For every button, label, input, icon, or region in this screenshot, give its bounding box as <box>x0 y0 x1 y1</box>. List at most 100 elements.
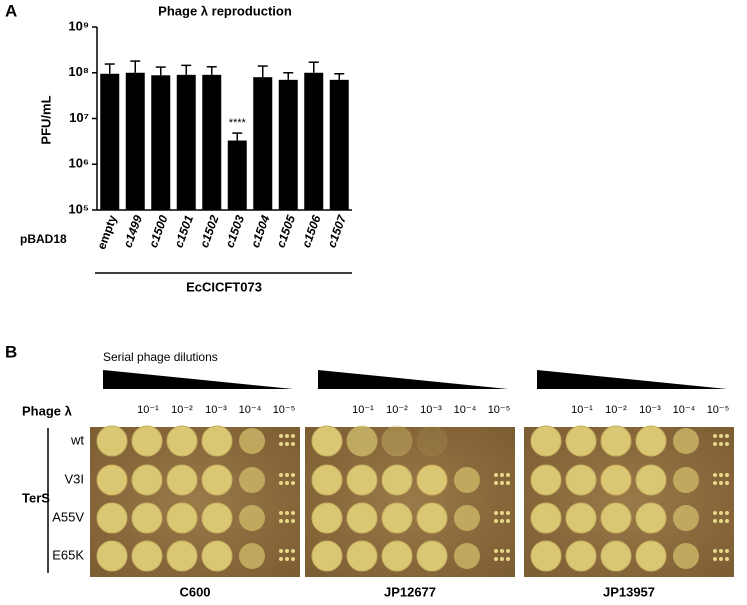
dilution-wedge <box>103 370 293 389</box>
plaque <box>713 557 717 561</box>
chart-title: Phage λ reproduction <box>158 3 292 18</box>
x-tick-label: c1505 <box>273 213 298 249</box>
dilution-label: 10⁻⁴ <box>454 404 477 416</box>
dilution-label: 10⁻¹ <box>352 404 374 416</box>
phage-spot <box>239 428 265 454</box>
phage-spot <box>346 540 378 572</box>
phage-spot <box>454 467 480 493</box>
x-tick-label: c1499 <box>120 213 145 249</box>
phage-spot <box>454 505 480 531</box>
phage-spot <box>239 467 265 493</box>
plaque <box>279 442 283 446</box>
bar <box>304 72 324 210</box>
dilution-label: 10⁻³ <box>639 404 661 416</box>
phage-spot <box>416 502 448 534</box>
plaque <box>494 511 498 515</box>
phage-spot <box>673 505 699 531</box>
phage-spot <box>311 425 343 457</box>
dilution-label: 10⁻³ <box>205 404 227 416</box>
row-label: A55V <box>52 509 84 524</box>
plaque <box>494 519 498 523</box>
dilution-label: 10⁻⁵ <box>273 404 296 416</box>
plaque <box>725 511 729 515</box>
panel-label: A <box>5 1 17 20</box>
plaque <box>713 511 717 515</box>
bar <box>278 79 298 210</box>
plaque <box>285 434 289 438</box>
x-tick-label: c1504 <box>248 213 273 249</box>
plaque <box>291 481 295 485</box>
plaque <box>279 519 283 523</box>
phage-spot <box>381 464 413 496</box>
x-tick-label: c1500 <box>146 213 171 249</box>
phage-spot <box>166 464 198 496</box>
phage-spot <box>311 540 343 572</box>
plaque <box>494 557 498 561</box>
phage-spot <box>600 425 632 457</box>
group-label: EcCICFT073 <box>186 279 262 294</box>
plaque <box>713 473 717 477</box>
dilution-label: 10⁻⁴ <box>673 404 696 416</box>
plaque <box>713 549 717 553</box>
plaque <box>285 481 289 485</box>
phage-spot <box>96 502 128 534</box>
dilution-label: 10⁻² <box>171 404 193 416</box>
phage-spot <box>416 540 448 572</box>
phage-spot <box>673 428 699 454</box>
plaque <box>291 442 295 446</box>
phage-spot <box>381 425 413 457</box>
plaque <box>279 557 283 561</box>
phage-spot <box>600 464 632 496</box>
dilution-label: 10⁻² <box>386 404 408 416</box>
plaque <box>719 481 723 485</box>
plaque <box>494 473 498 477</box>
phage-spot <box>635 425 667 457</box>
plaque <box>719 549 723 553</box>
bar <box>227 140 247 210</box>
plaque <box>291 549 295 553</box>
plaque <box>285 442 289 446</box>
phage-spot <box>530 540 562 572</box>
phage-spot <box>131 502 163 534</box>
plaque <box>725 519 729 523</box>
plaque <box>719 473 723 477</box>
phage-spot <box>635 502 667 534</box>
plaque <box>725 473 729 477</box>
plaque <box>713 434 717 438</box>
plaque <box>719 511 723 515</box>
phage-spot <box>381 540 413 572</box>
bar <box>253 77 273 211</box>
dilution-label: 10⁻⁵ <box>488 404 511 416</box>
phage-spot <box>166 502 198 534</box>
phage-spot <box>201 425 233 457</box>
plaque <box>506 481 510 485</box>
y-tick-label: 10⁶ <box>69 156 89 171</box>
x-tick-label: c1503 <box>222 213 247 249</box>
dilution-wedge <box>537 370 727 389</box>
plaque <box>500 557 504 561</box>
plaque <box>500 481 504 485</box>
x-tick-label: c1501 <box>171 213 196 249</box>
phage-spot <box>381 502 413 534</box>
plaque <box>279 481 283 485</box>
phage-spot <box>416 425 448 457</box>
bar <box>176 74 196 210</box>
plaque <box>285 473 289 477</box>
x-tick-label: c1506 <box>299 213 324 249</box>
plaque <box>506 473 510 477</box>
row-label: V3I <box>64 471 84 486</box>
phage-spot <box>96 464 128 496</box>
phage-spot <box>346 502 378 534</box>
plaque <box>291 511 295 515</box>
y-tick-label: 10⁹ <box>68 18 89 33</box>
phage-spot <box>131 464 163 496</box>
phage-spot <box>565 464 597 496</box>
phage-spot <box>565 502 597 534</box>
phage-spot <box>530 425 562 457</box>
plaque <box>279 549 283 553</box>
plaque <box>500 549 504 553</box>
strain-label: C600 <box>179 584 210 599</box>
dilution-label: 10⁻⁵ <box>707 404 730 416</box>
plaque <box>285 557 289 561</box>
